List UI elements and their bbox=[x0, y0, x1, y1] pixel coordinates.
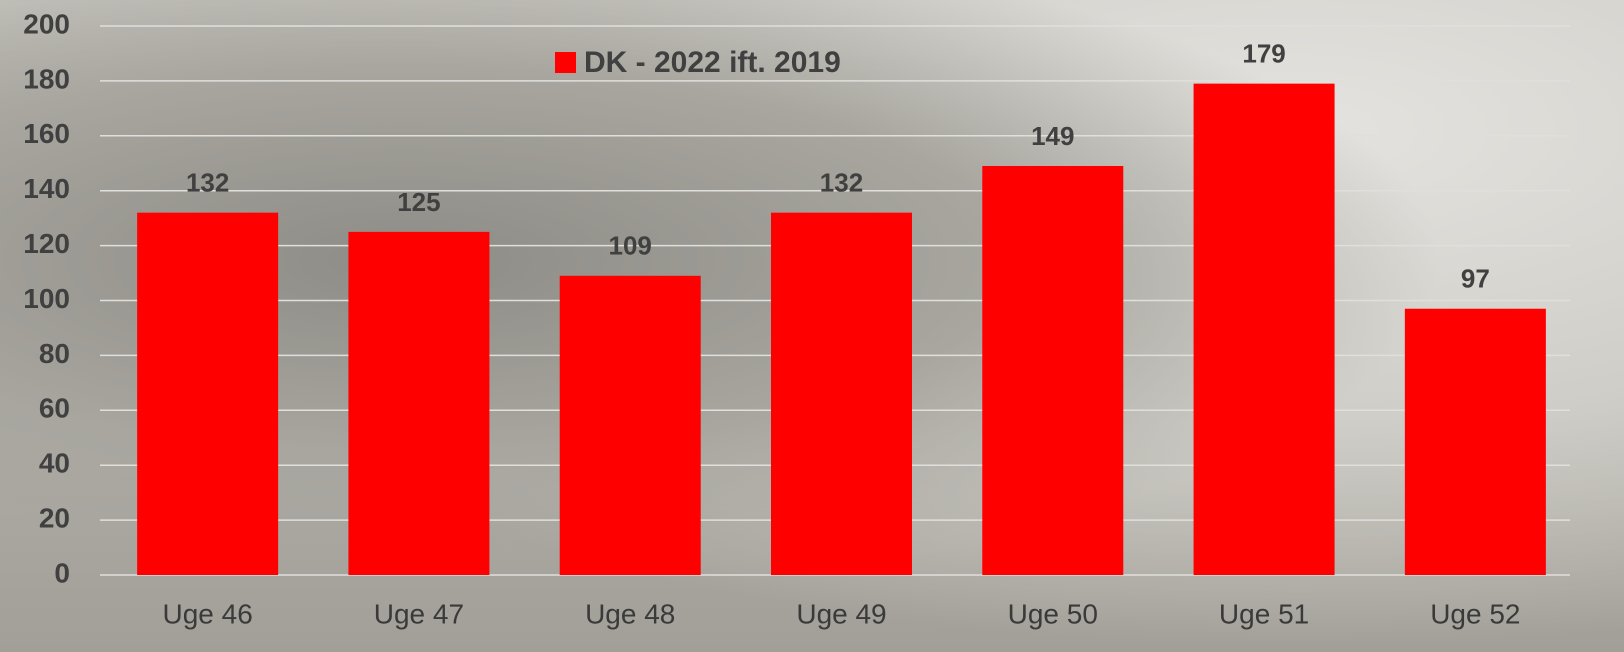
data-label: 132 bbox=[186, 168, 229, 198]
x-tick-label: Uge 49 bbox=[796, 598, 886, 629]
x-tick-label: Uge 50 bbox=[1008, 598, 1098, 629]
y-tick-label: 40 bbox=[39, 448, 70, 479]
y-tick-label: 160 bbox=[23, 118, 70, 149]
y-tick-label: 180 bbox=[23, 63, 70, 94]
x-tick-label: Uge 52 bbox=[1430, 598, 1520, 629]
bar bbox=[348, 231, 490, 575]
y-tick-label: 140 bbox=[23, 173, 70, 204]
x-tick-label: Uge 51 bbox=[1219, 598, 1309, 629]
y-tick-label: 200 bbox=[23, 8, 70, 39]
bar bbox=[559, 275, 701, 575]
legend-swatch bbox=[555, 52, 576, 73]
bar bbox=[982, 165, 1124, 575]
bar bbox=[1193, 83, 1335, 576]
x-tick-label: Uge 48 bbox=[585, 598, 675, 629]
y-tick-label: 80 bbox=[39, 338, 70, 369]
data-label: 97 bbox=[1461, 264, 1490, 294]
data-label: 149 bbox=[1031, 121, 1074, 151]
data-label: 125 bbox=[397, 187, 440, 217]
legend-label: DK - 2022 ift. 2019 bbox=[584, 46, 841, 79]
y-tick-label: 20 bbox=[39, 502, 70, 533]
y-tick-label: 60 bbox=[39, 393, 70, 424]
data-label: 109 bbox=[609, 231, 652, 261]
bar bbox=[771, 212, 912, 575]
y-tick-label: 120 bbox=[23, 228, 70, 259]
data-label: 132 bbox=[820, 168, 863, 198]
bar bbox=[1404, 308, 1546, 575]
y-tick-label: 0 bbox=[54, 557, 70, 588]
x-tick-label: Uge 47 bbox=[374, 598, 464, 629]
bar bbox=[137, 212, 279, 575]
x-tick-label: Uge 46 bbox=[162, 598, 252, 629]
y-tick-label: 100 bbox=[23, 283, 70, 314]
data-label: 179 bbox=[1242, 39, 1285, 69]
